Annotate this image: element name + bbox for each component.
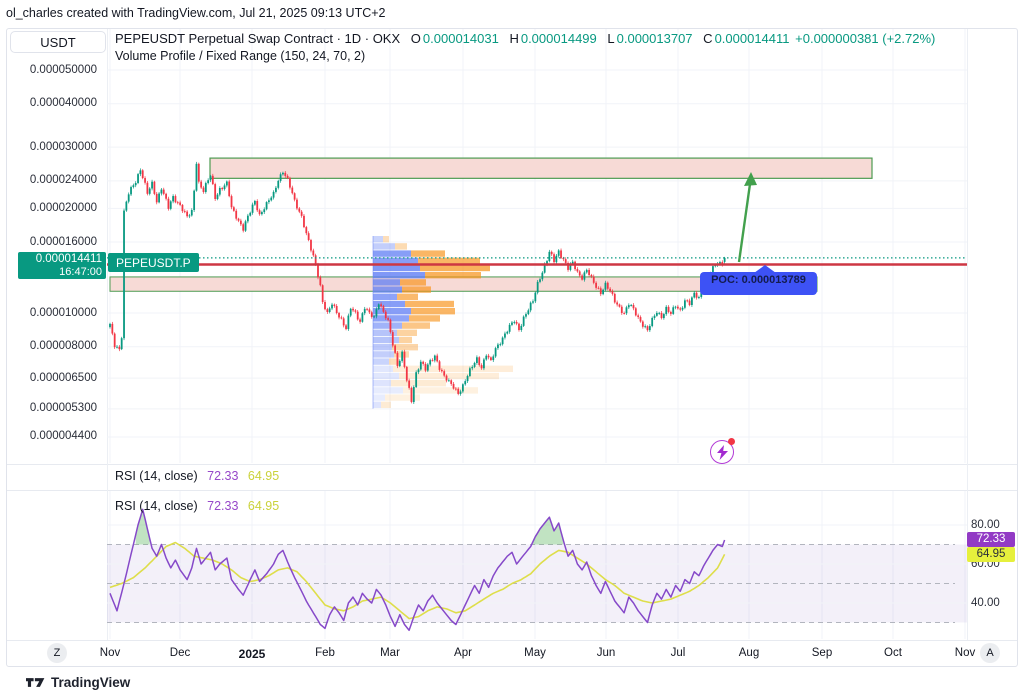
price-axis-label: 0.000020000 [29,201,97,214]
notification-dot [728,438,735,445]
symbol-flag-badge[interactable]: PEPEUSDT.P [108,253,199,272]
rsi-legend-row-collapsed[interactable]: RSI (14, close) 72.33 64.95 [115,469,279,483]
time-axis-separator [7,640,1017,641]
price-axis-label: 0.000005300 [29,402,97,415]
scroll-right-button[interactable]: A [980,643,1000,663]
lightning-bolt-icon [716,444,728,460]
change-value: +0.000000381 (+2.72%) [795,31,936,46]
price-axis[interactable]: 0.000050000 0.000040000 0.000030000 0.00002… [0,0,107,640]
time-axis-label: Oct [884,647,902,659]
time-axis-label: Apr [454,647,472,659]
price-axis-label: 0.000024000 [29,174,97,187]
high-value: 0.000014499 [520,31,597,46]
tradingview-logo-text: TradingView [51,675,131,690]
high-label: H [509,31,519,46]
rsi-axis-label: 80.00 [971,518,1000,531]
price-axis-label: 0.000010000 [29,306,97,319]
rsi-axis-label: 40.00 [971,596,1000,609]
quick-trade-lightning-icon[interactable] [710,438,735,464]
tradingview-logo[interactable]: TradingView [26,674,130,691]
price-axis-label: 0.000008000 [29,340,97,353]
last-price-time: 16:47:00 [59,266,102,278]
price-axis-label: 0.000004400 [29,430,97,443]
time-axis-label: Nov [99,647,121,659]
price-axis-label: 0.000006500 [29,371,97,384]
rsi-label: RSI (14, close) [115,469,198,483]
rsi-value-1: 72.33 [207,469,239,483]
rsi-value-2: 64.95 [247,499,280,513]
open-label: O [410,31,421,46]
pane-separator [7,464,1017,465]
symbol-legend[interactable]: PEPEUSDT Perpetual Swap Contract · 1D · … [115,31,937,46]
price-axis-label: 0.000040000 [29,97,97,110]
rsi-smoothed-badge: 64.95 [967,546,1015,562]
time-axis-label: Feb [315,647,335,659]
rsi-label: RSI (14, close) [115,499,198,513]
rsi-value-2: 64.95 [247,469,280,483]
time-axis-label: Dec [169,647,191,659]
tradingview-logo-icon [26,678,45,687]
close-label: C [703,31,713,46]
currency-toggle-button[interactable]: USDT [10,31,106,53]
price-axis-label: 0.000050000 [29,63,97,76]
last-price-value: 0.000014411 [35,253,102,265]
price-axis-label: 0.000016000 [29,235,97,248]
close-value: 0.000014411 [714,31,790,46]
attribution-text: ol_charles created with TradingView.com,… [6,6,386,20]
low-value: 0.000013707 [616,31,693,46]
time-axis-label: Mar [380,647,400,659]
open-value: 0.000014031 [422,31,499,46]
rsi-value-1: 72.33 [207,499,239,513]
left-axis-border [107,29,108,640]
time-axis-label: Jun [596,647,616,659]
time-axis-label: Aug [738,647,760,659]
rsi-legend-row-pane[interactable]: RSI (14, close) 72.33 64.95 [115,499,279,513]
rsi-current-badge: 72.33 [967,532,1015,548]
time-axis-label: Jul [670,647,686,659]
last-price-badge: 0.000014411 16:47:00 [18,252,106,279]
scroll-left-button[interactable]: Z [47,643,67,663]
time-axis[interactable]: Nov Dec 2025 Feb Mar Apr May Jun Jul Aug Sep Oct Nov [0,641,1024,667]
right-axis-border [967,29,968,640]
pane-separator [7,490,1017,491]
time-axis-label: May [524,647,546,659]
indicator-legend[interactable]: Volume Profile / Fixed Range (150, 24, 7… [115,49,366,63]
low-label: L [607,31,615,46]
rsi-axis[interactable]: 72.33 64.95 80.00 60.00 40.00 [967,490,1024,640]
price-axis-label: 0.000030000 [29,140,97,153]
time-axis-label: 2025 [238,647,266,661]
time-axis-label: Nov [954,647,976,659]
symbol-title: PEPEUSDT Perpetual Swap Contract · 1D · … [115,31,401,46]
time-axis-label: Sep [811,647,833,659]
